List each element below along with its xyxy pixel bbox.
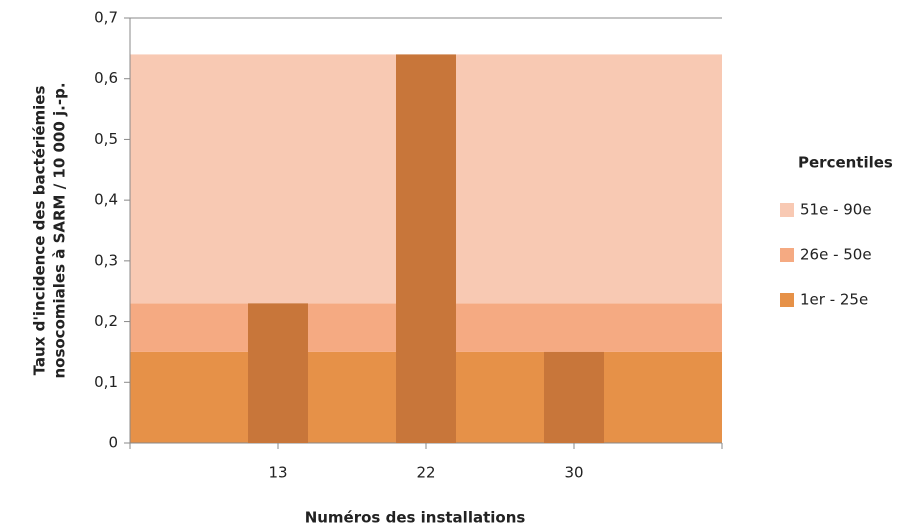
y-tick-label: 0	[108, 434, 118, 452]
y-axis-title-line: Taux d'incidence des bactériémies	[31, 86, 49, 376]
y-tick-label: 0,4	[94, 191, 118, 209]
legend-swatch	[780, 203, 794, 217]
y-tick-label: 0,5	[94, 130, 118, 148]
legend-title: Percentiles	[798, 154, 893, 172]
y-tick-label: 0,7	[94, 9, 118, 27]
y-axis-title-line: nosocomiales à SARM / 10 000 j.-p.	[51, 82, 69, 378]
bar	[248, 303, 308, 443]
bar	[544, 351, 604, 443]
legend-swatch	[780, 248, 794, 262]
y-tick-label: 0,2	[94, 312, 118, 330]
bar	[396, 54, 456, 444]
x-tick-label: 13	[268, 464, 287, 482]
y-axis-title: Taux d'incidence des bactériémies nosocom…	[31, 82, 69, 378]
x-tick-label: 30	[564, 464, 583, 482]
legend-label: 1er - 25e	[800, 291, 868, 309]
legend-label: 26e - 50e	[800, 246, 872, 264]
y-tick-label: 0,1	[94, 373, 118, 391]
y-tick-label: 0,6	[94, 69, 118, 87]
legend-swatch	[780, 293, 794, 307]
x-tick-label: 22	[416, 464, 435, 482]
x-axis-title: Numéros des installations	[305, 509, 526, 527]
y-tick-label: 0,3	[94, 251, 118, 269]
legend-label: 51e - 90e	[800, 201, 872, 219]
